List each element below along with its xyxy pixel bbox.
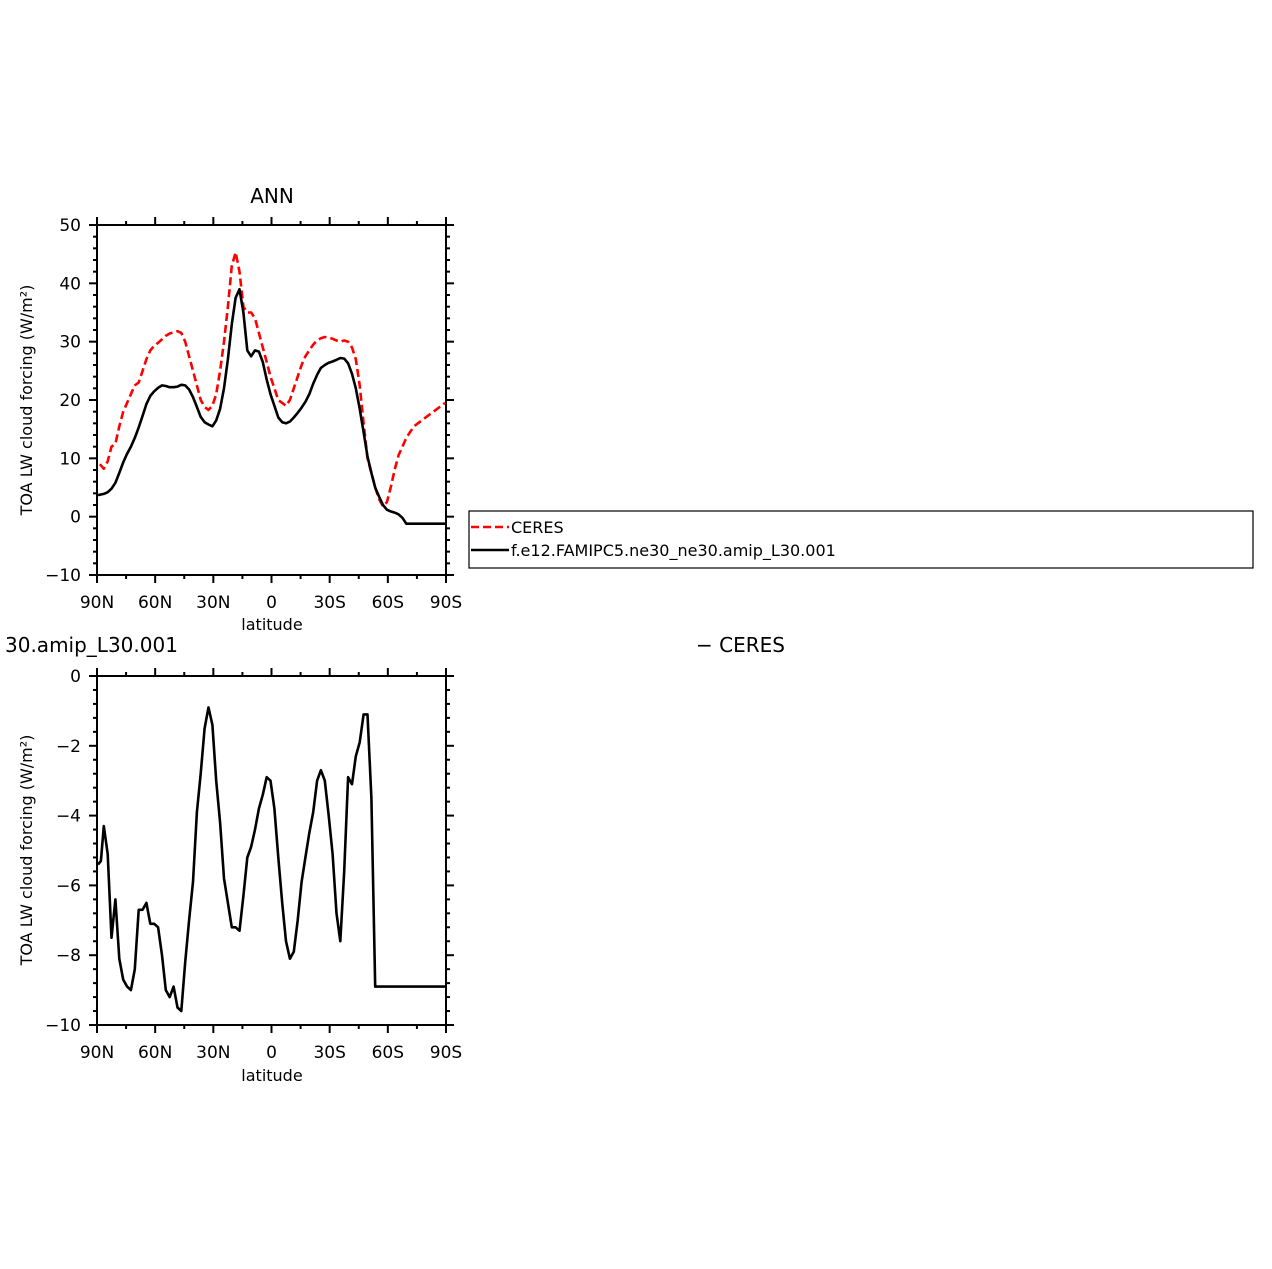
legend-label-ceres: CERES <box>511 518 564 537</box>
legend-label-model: f.e12.FAMIPC5.ne30_ne30.amip_L30.001 <box>511 541 836 561</box>
top-chart-title: ANN <box>250 184 294 208</box>
top-axis-ticks <box>89 217 454 583</box>
bottom-plot-frame <box>96 675 447 1026</box>
bottom-x-axis-label: latitude <box>241 1066 302 1085</box>
top-y-tick-label: −10 <box>45 566 81 586</box>
bottom-y-tick-label: −6 <box>56 876 81 896</box>
top-series-line-2 <box>97 287 445 526</box>
bottom-y-tick-label: −2 <box>56 737 81 757</box>
top-y-tick-label: 20 <box>59 391 81 411</box>
top-y-axis-label: TOA LW cloud forcing (W/m²) <box>17 285 36 517</box>
chart-panel-bottom: 30.amip_L30.001 − CERES 90N 60N 30N 0 30S 60S… <box>5 633 785 1085</box>
bottom-x-tick-label: 60N <box>138 1043 172 1063</box>
top-series-line-1 <box>98 251 446 508</box>
bottom-axis-ticks <box>89 668 454 1033</box>
bottom-y-axis-label: TOA LW cloud forcing (W/m²) <box>17 735 36 967</box>
top-x-tick-label: 60S <box>372 593 404 613</box>
top-y-tick-label: 10 <box>59 449 81 469</box>
bottom-x-tick-label: 60S <box>372 1043 404 1063</box>
bottom-y-tick-label: 0 <box>70 667 81 687</box>
top-y-tick-label: 0 <box>70 508 81 528</box>
top-x-axis-label: latitude <box>241 615 302 634</box>
legend: CERES f.e12.FAMIPC5.ne30_ne30.amip_L30.0… <box>468 510 1254 569</box>
top-series-group <box>97 251 446 526</box>
bottom-x-tick-labels: 90N 60N 30N 0 30S 60S 90S <box>80 1043 462 1063</box>
top-x-tick-label: 60N <box>138 593 172 613</box>
bottom-chart-title-left: 30.amip_L30.001 <box>5 633 178 657</box>
bottom-x-tick-label: 30S <box>313 1043 345 1063</box>
top-y-tick-label: 30 <box>59 333 81 353</box>
chart-panel-top: ANN 90N 60N 30N 0 30S 60S 90S −10 0 10 20 30 40 50 l… <box>17 184 462 634</box>
top-x-tick-labels: 90N 60N 30N 0 30S 60S 90S <box>80 593 462 613</box>
bottom-series-group <box>96 706 445 1013</box>
legend-box <box>468 510 1254 569</box>
top-x-tick-label: 0 <box>266 593 277 613</box>
top-x-tick-label: 90S <box>430 593 462 613</box>
bottom-series-line-1 <box>96 706 445 1013</box>
bottom-x-tick-label: 90S <box>430 1043 462 1063</box>
top-x-tick-label: 30S <box>313 593 345 613</box>
top-y-tick-labels: −10 0 10 20 30 40 50 <box>45 216 81 586</box>
bottom-y-tick-label: −10 <box>45 1016 81 1036</box>
top-x-tick-label: 30N <box>196 593 230 613</box>
bottom-x-tick-label: 30N <box>196 1043 230 1063</box>
top-x-tick-label: 90N <box>80 593 114 613</box>
bottom-y-tick-labels: −10 −8 −6 −4 −2 0 <box>45 667 81 1036</box>
top-y-tick-label: 40 <box>59 274 81 294</box>
bottom-y-tick-label: −4 <box>56 807 81 827</box>
bottom-x-tick-label: 90N <box>80 1043 114 1063</box>
bottom-y-tick-label: −8 <box>56 946 81 966</box>
top-y-tick-label: 50 <box>59 216 81 236</box>
bottom-chart-title-right: − CERES <box>696 633 785 657</box>
bottom-x-tick-label: 0 <box>266 1043 277 1063</box>
